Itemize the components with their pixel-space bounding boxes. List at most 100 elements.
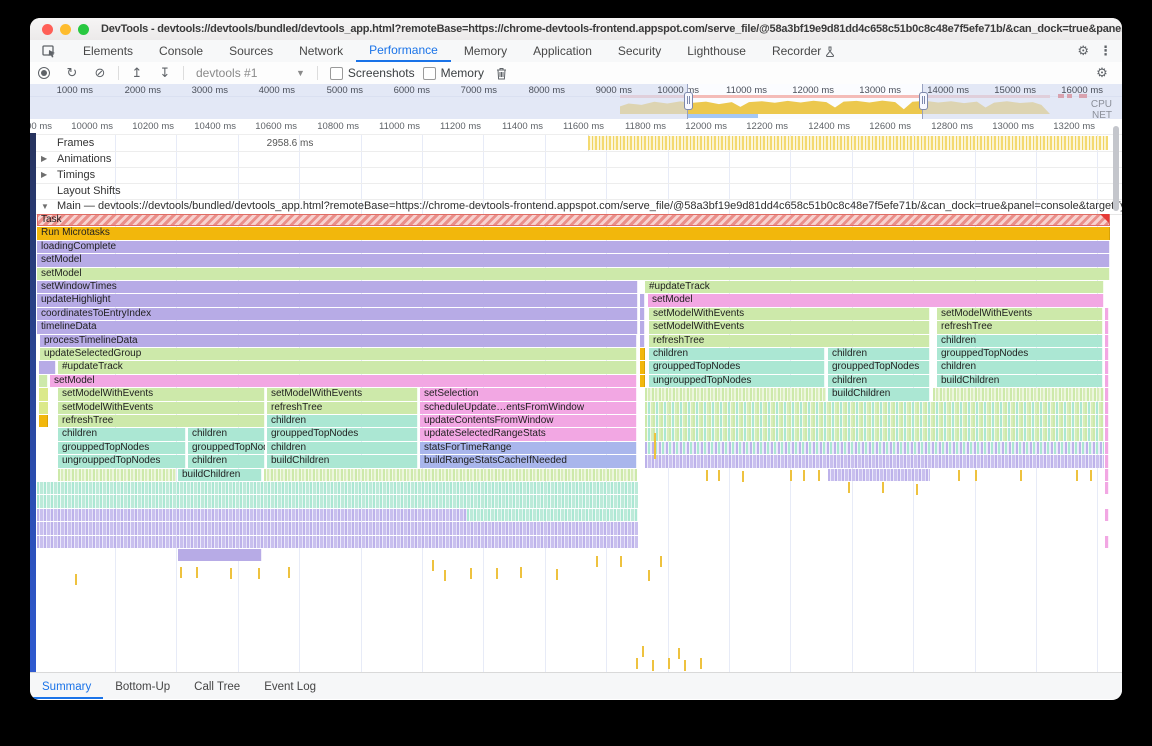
collapse-arrow-icon[interactable]: ▼	[41, 202, 49, 211]
flame-bar[interactable]	[178, 549, 262, 562]
flame-bar[interactable]	[933, 388, 1104, 401]
flame-bar[interactable]	[645, 415, 1104, 428]
flame-bar[interactable]	[645, 401, 1104, 414]
flame-bar-grouppedtopnodes[interactable]: grouppedTopNodes	[58, 441, 186, 455]
flame-bar-children[interactable]: children	[828, 348, 930, 361]
inspect-element-icon[interactable]	[38, 43, 60, 59]
track-main-header[interactable]: ▼ Main — devtools://devtools/bundled/dev…	[30, 199, 1122, 215]
flame-bar-buildchildren[interactable]: buildChildren	[828, 388, 930, 401]
flame-bar[interactable]	[37, 508, 467, 522]
flame-bar-children[interactable]: children	[188, 455, 265, 468]
flame-bar[interactable]	[640, 374, 645, 388]
track-timings[interactable]: ▶ Timings	[30, 167, 1122, 184]
flame-bar-grouppedtopnodes[interactable]: grouppedTopNodes	[937, 348, 1103, 361]
flame-bar-setmodelwithevents[interactable]: setModelWithEvents	[649, 307, 930, 321]
overview-right-handle[interactable]	[919, 92, 928, 110]
chevron-down-icon[interactable]: ▼	[296, 68, 305, 78]
track-layout-shifts[interactable]: Layout Shifts	[30, 183, 1122, 200]
track-frames[interactable]: Frames 2958.6 ms	[30, 135, 1122, 152]
flame-bar-setwindowtimes[interactable]: setWindowTimes	[37, 281, 638, 294]
flame-bar--updatetrack[interactable]: #updateTrack	[645, 281, 1104, 294]
memory-checkbox[interactable]	[422, 66, 436, 80]
flame-bar-setmodel[interactable]: setModel	[37, 254, 1110, 267]
flame-bar[interactable]	[645, 388, 826, 401]
clear-button[interactable]: ⊘	[94, 65, 106, 80]
flame-bar[interactable]	[39, 374, 48, 388]
flame-bar-statsfortimerange[interactable]: statsForTimeRange	[420, 441, 637, 455]
flame-bar[interactable]	[1105, 508, 1109, 522]
flame-bar-children[interactable]: children	[649, 348, 825, 361]
flame-bar[interactable]	[645, 428, 1104, 441]
tab-application[interactable]: Application	[520, 41, 605, 62]
expand-arrow-icon[interactable]: ▶	[41, 170, 48, 179]
flame-bar-buildchildren[interactable]: buildChildren	[937, 374, 1103, 388]
flame-bar[interactable]	[640, 307, 645, 321]
flame-bar-task[interactable]: Task	[37, 214, 1110, 227]
screenshots-checkbox[interactable]	[329, 66, 343, 80]
load-profile-button[interactable]: ↥	[131, 65, 143, 80]
flame-bar-setmodelwithevents[interactable]: setModelWithEvents	[649, 321, 930, 334]
flame-bar-setmodelwithevents[interactable]: setModelWithEvents	[937, 307, 1103, 321]
flame-bar[interactable]	[1105, 415, 1109, 428]
flame-bar-children[interactable]: children	[267, 415, 418, 428]
flame-bar[interactable]	[640, 348, 645, 361]
overview-left-handle[interactable]	[684, 92, 693, 110]
flame-bar[interactable]	[1105, 428, 1109, 441]
expand-arrow-icon[interactable]: ▶	[41, 154, 48, 163]
tab-lighthouse[interactable]: Lighthouse	[674, 41, 759, 62]
flame-bar[interactable]	[640, 321, 645, 334]
frames-strip[interactable]	[588, 136, 1108, 150]
capture-settings-gear-icon[interactable]: ⚙	[1096, 65, 1108, 80]
flame-bar-buildchildren[interactable]: buildChildren	[178, 468, 262, 481]
flame-bar-buildrangestatscacheifneeded[interactable]: buildRangeStatsCacheIfNeeded	[420, 455, 637, 468]
flame-bar[interactable]	[39, 388, 48, 401]
flame-bar[interactable]	[264, 468, 637, 481]
flame-bar-refreshtree[interactable]: refreshTree	[267, 401, 418, 414]
flame-bar-refreshtree[interactable]: refreshTree	[937, 321, 1103, 334]
flame-bar-loadingcomplete[interactable]: loadingComplete	[37, 240, 1110, 254]
bottom-tab-summary[interactable]: Summary	[30, 676, 104, 699]
flame-bar[interactable]	[1105, 535, 1109, 548]
flame-bar[interactable]	[1105, 401, 1109, 414]
flame-bar[interactable]	[1105, 374, 1109, 388]
flame-bar-setmodel[interactable]: setModel	[50, 374, 637, 388]
flame-bar[interactable]	[645, 441, 1104, 455]
flame-bar-timelinedata[interactable]: timelineData	[37, 321, 638, 334]
flame-bar[interactable]	[58, 468, 176, 481]
flame-bar-children[interactable]: children	[267, 441, 418, 455]
trash-icon[interactable]	[494, 65, 510, 81]
settings-gear-icon[interactable]: ⚙	[1077, 43, 1089, 58]
save-profile-button[interactable]: ↧	[159, 65, 171, 80]
session-select[interactable]: devtools #1	[196, 66, 258, 80]
flame-bar-setmodelwithevents[interactable]: setModelWithEvents	[267, 388, 418, 401]
track-animations[interactable]: ▶ Animations	[30, 151, 1122, 168]
zoom-window-button[interactable]	[78, 23, 89, 35]
flame-bar-children[interactable]: children	[828, 374, 930, 388]
flame-bar[interactable]	[1105, 307, 1109, 321]
flame-bar-setmodel[interactable]: setModel	[648, 294, 1104, 307]
bottom-tab-bottom-up[interactable]: Bottom-Up	[115, 681, 171, 693]
flame-bar[interactable]	[1105, 468, 1109, 481]
tab-console[interactable]: Console	[146, 41, 216, 62]
flame-bar[interactable]	[39, 361, 56, 374]
flame-bar[interactable]	[37, 495, 638, 508]
flame-bar-children[interactable]: children	[937, 361, 1103, 374]
flame-bar-grouppedtopnodes[interactable]: grouppedTopNodes	[649, 361, 825, 374]
flame-bar[interactable]	[1105, 334, 1109, 347]
flame-bar-coordinatestoentryindex[interactable]: coordinatesToEntryIndex	[37, 307, 638, 321]
flame-bar-grouppedtopnodes[interactable]: grouppedTopNodes	[828, 361, 930, 374]
timeline-overview[interactable]: 1000 ms 2000 ms 3000 ms 4000 ms 5000 ms 6000 …	[30, 84, 1122, 121]
flame-bar[interactable]	[467, 508, 638, 522]
flame-bar[interactable]	[37, 522, 638, 535]
flame-bar-setmodelwithevents[interactable]: setModelWithEvents	[58, 388, 265, 401]
flame-bar--updatetrack[interactable]: #updateTrack	[58, 361, 637, 374]
flame-bar-refreshtree[interactable]: refreshTree	[58, 415, 265, 428]
tab-performance[interactable]: Performance	[356, 40, 451, 62]
flame-bar[interactable]	[39, 415, 48, 428]
flame-bar-updateselectedgroup[interactable]: updateSelectedGroup	[40, 348, 637, 361]
tab-memory[interactable]: Memory	[451, 41, 520, 62]
flame-bar-refreshtree[interactable]: refreshTree	[649, 334, 930, 347]
tab-security[interactable]: Security	[605, 41, 674, 62]
tab-recorder[interactable]: Recorder	[759, 41, 848, 62]
more-options-icon[interactable]: ⋮	[1099, 43, 1112, 58]
